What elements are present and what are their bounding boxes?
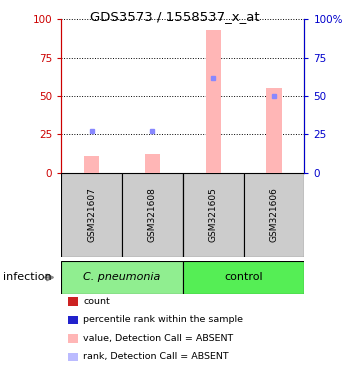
Bar [122,173,183,257]
Bar [266,88,282,173]
Bar [61,261,183,294]
Bar [145,154,160,173]
Text: count: count [83,297,110,306]
Text: GSM321606: GSM321606 [270,188,279,242]
Text: infection: infection [4,272,52,283]
Text: GDS3573 / 1558537_x_at: GDS3573 / 1558537_x_at [90,10,260,23]
Bar [244,173,304,257]
Text: C. pneumonia: C. pneumonia [83,272,161,283]
Text: value, Detection Call = ABSENT: value, Detection Call = ABSENT [83,334,233,343]
Bar [183,261,304,294]
Text: GSM321608: GSM321608 [148,188,157,242]
Bar [206,30,221,173]
Bar [61,173,122,257]
Text: percentile rank within the sample: percentile rank within the sample [83,315,243,324]
Text: GSM321605: GSM321605 [209,188,218,242]
Text: GSM321607: GSM321607 [87,188,96,242]
Bar [183,173,244,257]
Text: rank, Detection Call = ABSENT: rank, Detection Call = ABSENT [83,352,229,361]
Bar [84,156,99,173]
Text: control: control [224,272,263,283]
